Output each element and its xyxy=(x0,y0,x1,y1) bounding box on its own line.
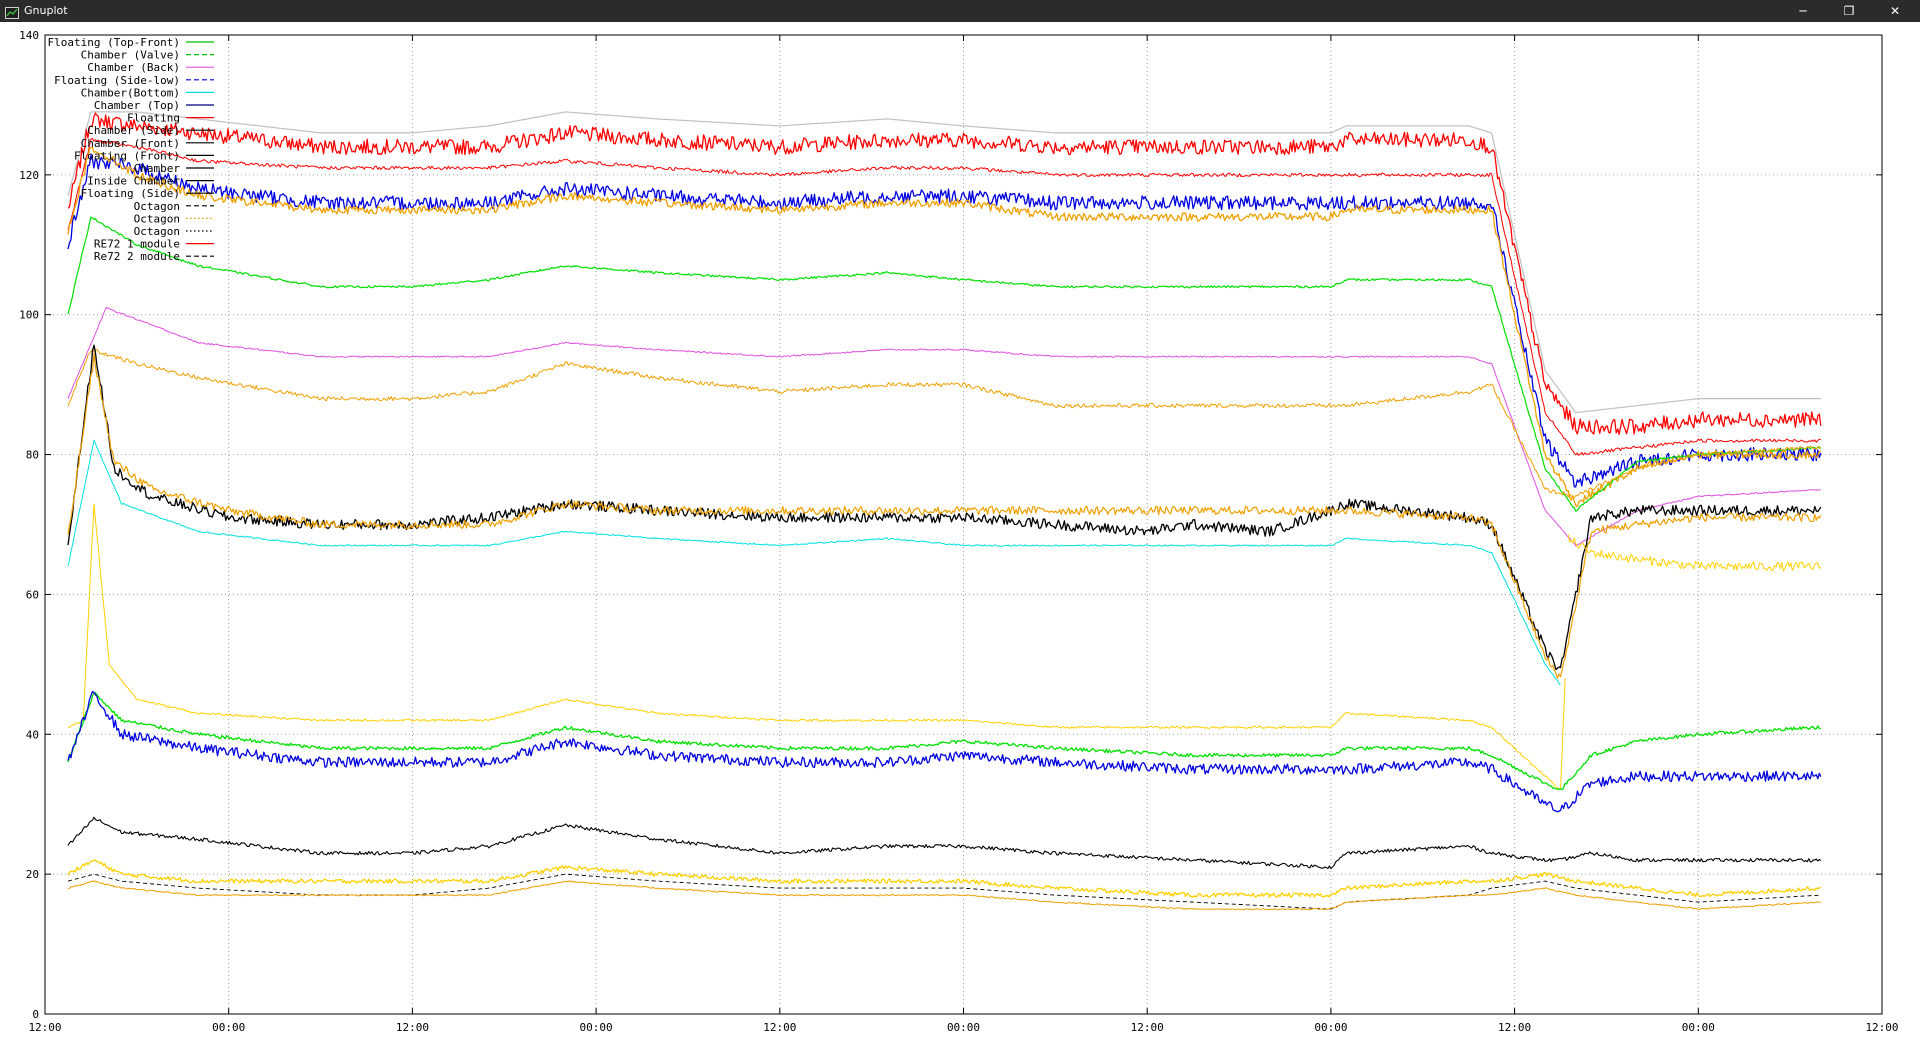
series-line-17 xyxy=(67,859,1821,898)
series-line-3 xyxy=(67,138,1821,456)
legend-entry-label: Inside Chamber xyxy=(87,175,180,188)
series-line-13 xyxy=(67,503,1566,791)
series-line-2 xyxy=(67,112,1822,435)
y-tick-label: 60 xyxy=(26,588,39,601)
close-button[interactable]: ✕ xyxy=(1872,0,1918,22)
x-tick-label: 12:00 xyxy=(763,1021,796,1034)
series-line-11 xyxy=(1567,534,1822,572)
x-tick-label: 12:00 xyxy=(396,1021,429,1034)
restore-icon: ❐ xyxy=(1843,4,1855,18)
legend: Floating (Top-Front)Chamber (Valve)Chamb… xyxy=(48,36,214,263)
title-bar: Gnuplot ─ ❐ ✕ xyxy=(0,0,1920,22)
x-tick-label: 00:00 xyxy=(580,1021,613,1034)
series-line-6 xyxy=(67,216,1822,512)
x-tick-label: 12:00 xyxy=(28,1021,61,1034)
series-line-14 xyxy=(67,692,1822,791)
grid-lines xyxy=(45,35,1882,1014)
x-tick-label: 00:00 xyxy=(212,1021,245,1034)
minimize-button[interactable]: ─ xyxy=(1780,0,1826,22)
series-line-15 xyxy=(67,690,1822,813)
legend-entry-label: Octagon xyxy=(134,225,180,238)
x-tick-label: 12:00 xyxy=(1498,1021,1531,1034)
legend-entry-label: Chamber (Top) xyxy=(94,99,180,112)
y-tick-label: 140 xyxy=(19,29,39,42)
x-tick-label: 00:00 xyxy=(1314,1021,1347,1034)
gnuplot-app-icon xyxy=(5,4,19,19)
y-tick-label: 0 xyxy=(32,1008,39,1021)
series-line-5 xyxy=(67,146,1821,508)
series-line-19 xyxy=(67,880,1821,911)
legend-entry-label: Floating (Side) xyxy=(81,187,180,200)
series-line-8 xyxy=(67,349,1822,499)
legend-entry-label: Octagon xyxy=(134,200,180,213)
legend-entry-label: Chamber xyxy=(134,162,181,175)
restore-button[interactable]: ❐ xyxy=(1826,0,1872,22)
series-line-9 xyxy=(67,344,1822,671)
y-tick-label: 120 xyxy=(19,169,39,182)
y-tick-label: 80 xyxy=(26,449,39,462)
gnuplot-chart: 0 20 40 60 80 100 120 140 12:00 00:00 12:00 00:00 12… xyxy=(19,29,1898,1034)
series-line-12 xyxy=(67,439,1561,686)
legend-entry-label: Floating (Front) xyxy=(74,149,180,162)
legend-entry-label: Floating xyxy=(127,112,180,125)
series-line-18 xyxy=(67,873,1821,910)
legend-entry-label: Chamber (Front) xyxy=(81,137,180,150)
legend-entry-label: Chamber(Bottom) xyxy=(81,86,180,99)
legend-entry-label: Chamber (Side) xyxy=(87,124,180,137)
series-line-16 xyxy=(67,816,1822,870)
legend-entry-label: Re72 2 module xyxy=(94,250,180,263)
y-tick-label: 40 xyxy=(26,728,39,741)
y-tick-label: 20 xyxy=(26,868,39,881)
series-line-7 xyxy=(67,307,1821,547)
legend-entry-label: Chamber (Valve) xyxy=(81,49,180,62)
window-title: Gnuplot xyxy=(24,4,68,17)
legend-entry-label: Octagon xyxy=(134,212,180,225)
series-line-4 xyxy=(67,154,1822,488)
x-tick-label: 00:00 xyxy=(947,1021,980,1034)
close-icon: ✕ xyxy=(1889,4,1901,18)
y-tick-label: 100 xyxy=(19,309,39,322)
legend-entry-label: Floating (Side-low) xyxy=(54,74,180,87)
minimize-icon: ─ xyxy=(1799,4,1807,18)
data-series xyxy=(67,111,1822,911)
legend-entry-label: RE72 1 module xyxy=(94,238,180,251)
series-line-1 xyxy=(67,111,1821,414)
x-tick-label: 12:00 xyxy=(1131,1021,1164,1034)
x-tick-label: 12:00 xyxy=(1865,1021,1898,1034)
axis-ticks: 0 20 40 60 80 100 120 140 12:00 00:00 12:00 00:00 12… xyxy=(19,29,1898,1034)
legend-entry-label: Chamber (Back) xyxy=(87,61,180,74)
legend-entry-label: Floating (Top-Front) xyxy=(48,36,180,49)
series-line-10 xyxy=(67,352,1822,679)
x-tick-label: 00:00 xyxy=(1682,1021,1715,1034)
